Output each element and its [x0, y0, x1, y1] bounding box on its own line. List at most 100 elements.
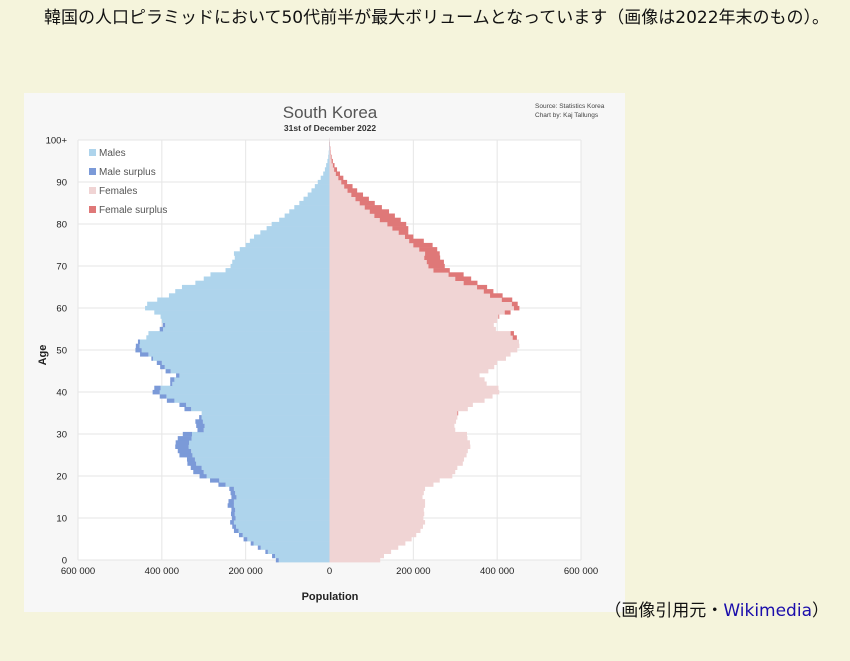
female-bar [329, 503, 426, 508]
male-surplus-bar [243, 536, 248, 542]
female-surplus-bar [455, 276, 472, 281]
male-surplus-bar [177, 436, 192, 441]
male-bar [275, 553, 330, 559]
male-bar [230, 263, 330, 269]
female-bar [329, 431, 467, 437]
male-bar [191, 448, 330, 454]
female-bar [329, 335, 513, 340]
wikimedia-link-start: Wikimedia [723, 601, 812, 621]
female-surplus-bar [463, 280, 478, 286]
female-bar [329, 385, 499, 391]
wikimedia-link[interactable]: Wikimedia [723, 601, 812, 621]
female-bar [329, 469, 456, 475]
male-surplus-bar [231, 507, 236, 512]
female-surplus-bar [504, 310, 511, 315]
chart-source-line-2: Chart by: Kaj Tallungs [535, 112, 599, 119]
male-surplus-bar [137, 339, 141, 344]
female-bar [329, 499, 426, 504]
female-surplus-bar [511, 301, 518, 307]
y-tick-label: 90 [56, 178, 67, 189]
chart-title: South Korea [283, 103, 378, 122]
female-surplus-bar [457, 410, 459, 416]
male-surplus-bar [197, 427, 204, 433]
female-surplus-bar [477, 284, 488, 290]
female-bar [329, 427, 456, 433]
female-bar [329, 532, 417, 538]
female-bar [329, 242, 414, 248]
male-surplus-bar [265, 549, 268, 554]
male-surplus-bar [199, 415, 202, 420]
male-surplus-bar [182, 431, 193, 437]
male-bar [174, 398, 330, 403]
male-bar [145, 305, 330, 311]
female-bar [329, 293, 491, 298]
male-bar [195, 280, 330, 286]
male-bar [232, 259, 330, 265]
male-surplus-bar [228, 499, 234, 504]
male-surplus-bar [162, 322, 166, 328]
pyramid-svg: South Korea 31st of December 2022 Source… [37, 103, 605, 603]
male-bar [233, 520, 330, 525]
male-bar [289, 209, 330, 214]
female-bar [329, 305, 514, 311]
male-bar [201, 465, 330, 470]
male-bar [233, 251, 330, 256]
female-bar [329, 230, 399, 235]
male-surplus-bar [230, 520, 234, 525]
female-bar [329, 297, 502, 302]
female-bar [329, 368, 489, 374]
male-bar [147, 301, 330, 307]
caption-suffix: ） [812, 601, 829, 621]
male-bar [225, 482, 330, 487]
male-surplus-bar [152, 389, 160, 395]
female-bar [329, 339, 519, 344]
female-bar [329, 326, 496, 332]
female-bar [329, 259, 427, 265]
male-surplus-bar [210, 478, 220, 483]
male-bar [179, 373, 330, 378]
male-surplus-bar [231, 515, 236, 521]
legend-swatch [89, 187, 96, 194]
male-bar [154, 310, 330, 315]
male-bar [260, 545, 330, 550]
male-surplus-bar [166, 398, 175, 403]
female-bar [329, 184, 345, 189]
male-bar [242, 532, 330, 538]
female-bar [329, 415, 458, 420]
male-bar [181, 284, 330, 290]
male-bar [157, 297, 330, 302]
female-surplus-bar [369, 209, 390, 214]
chart-subtitle: 31st of December 2022 [284, 123, 376, 133]
male-bar [235, 515, 330, 521]
male-bar [204, 423, 330, 428]
female-bar [329, 364, 495, 370]
male-surplus-bar [229, 486, 234, 491]
male-bar [159, 389, 330, 395]
female-bar [329, 163, 333, 168]
female-surplus-bar [513, 305, 520, 311]
male-bar [279, 217, 330, 223]
female-bar [329, 158, 332, 164]
male-bar [324, 167, 330, 172]
y-tick-label: 100+ [46, 136, 68, 147]
x-tick-label: 200 000 [228, 566, 262, 577]
female-bar [329, 515, 424, 521]
male-bar [317, 179, 330, 185]
male-bar [168, 293, 330, 298]
male-surplus-bar [154, 385, 161, 391]
female-bar [329, 410, 458, 416]
male-surplus-bar [250, 541, 254, 546]
female-bar [329, 234, 405, 239]
male-surplus-bar [230, 490, 236, 496]
male-bar [188, 444, 330, 449]
x-tick-label: 600 000 [564, 566, 598, 577]
male-bar [238, 528, 330, 533]
male-surplus-bar [184, 406, 192, 412]
female-surplus-bar [359, 200, 375, 206]
male-bar [191, 436, 330, 441]
female-surplus-bar [341, 179, 348, 185]
male-bar [253, 541, 330, 546]
male-surplus-bar [160, 364, 165, 370]
female-surplus-bar [364, 205, 382, 210]
population-pyramid-chart: South Korea 31st of December 2022 Source… [24, 93, 625, 612]
